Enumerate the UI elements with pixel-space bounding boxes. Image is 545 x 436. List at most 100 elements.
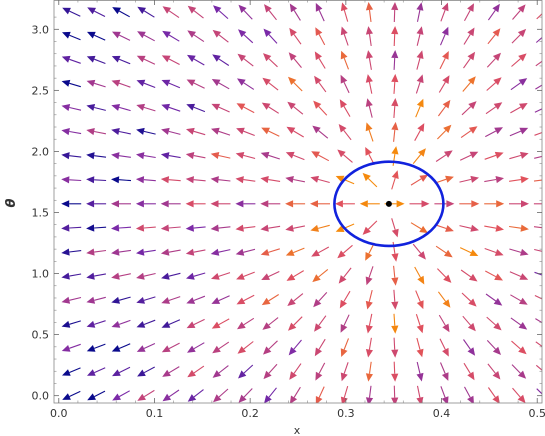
- vector-arrow: [111, 55, 131, 65]
- vector-arrow: [111, 319, 131, 328]
- vector-arrow: [213, 5, 229, 20]
- vector-arrow: [533, 203, 542, 205]
- vector-arrow: [213, 388, 229, 403]
- vector-arrow: [211, 103, 230, 113]
- vector-arrow: [61, 104, 82, 111]
- vector-arrow: [365, 313, 373, 334]
- vector-arrow: [486, 52, 501, 68]
- vector-arrow: [187, 5, 204, 19]
- vector-arrow: [136, 319, 156, 328]
- vector-arrow: [391, 218, 399, 238]
- vector-arrow: [210, 152, 231, 159]
- vector-arrow: [136, 248, 156, 256]
- vector-arrow: [416, 385, 424, 403]
- vector-arrow: [211, 318, 230, 329]
- vector-arrow: [260, 151, 280, 160]
- vector-arrow: [415, 314, 424, 334]
- vector-arrow: [261, 102, 279, 114]
- vector-arrow: [365, 122, 374, 142]
- vector-arrow: [339, 99, 351, 117]
- vector-arrow: [185, 224, 206, 232]
- vector-arrow: [87, 31, 106, 41]
- vector-arrow: [288, 76, 303, 92]
- vector-arrow: [86, 343, 106, 352]
- y-tick-label: 0.0: [32, 390, 50, 403]
- vector-arrow: [211, 127, 231, 136]
- vector-arrow: [484, 151, 504, 160]
- vector-arrow: [412, 148, 426, 165]
- vector-arrow: [486, 340, 501, 355]
- overlay: [333, 160, 445, 248]
- vector-arrow: [440, 2, 449, 22]
- vector-arrow: [511, 340, 527, 355]
- vector-arrow: [438, 75, 450, 93]
- vector-arrow: [187, 54, 205, 66]
- vector-arrow: [238, 29, 254, 44]
- vector-arrow: [112, 390, 130, 401]
- vector-arrow: [314, 338, 326, 357]
- vector-arrow: [435, 150, 453, 162]
- vector-arrow: [484, 247, 504, 256]
- vector-arrow: [285, 200, 306, 208]
- vector-arrow: [287, 101, 304, 115]
- vector-arrow: [237, 78, 255, 90]
- vector-arrow: [391, 265, 399, 286]
- vector-arrow: [484, 200, 505, 208]
- vector-arrow: [261, 294, 279, 306]
- vector-arrow: [236, 271, 255, 280]
- vector-arrow: [212, 54, 230, 66]
- vector-arrow: [288, 52, 302, 68]
- vector-arrow: [365, 337, 373, 358]
- x-tick-label: 0.1: [146, 407, 164, 420]
- vector-arrow: [464, 386, 474, 403]
- vector-arrow: [264, 4, 277, 21]
- vector-arrow: [111, 79, 131, 88]
- vector-arrow: [338, 124, 352, 141]
- vector-arrow: [416, 50, 424, 70]
- vector-arrow: [536, 388, 542, 395]
- vector-arrow: [365, 385, 374, 403]
- vector-arrow: [212, 341, 230, 354]
- vector-arrow: [310, 224, 330, 232]
- vector-arrow: [340, 385, 349, 403]
- vector-arrow: [160, 224, 181, 232]
- vector-arrow: [365, 74, 373, 94]
- vector-arrow: [434, 175, 454, 184]
- vector-arrow: [186, 103, 206, 113]
- y-tick-label: 3.0: [32, 23, 50, 36]
- y-tick-label: 2.5: [32, 84, 50, 97]
- vector-arrow: [340, 2, 349, 22]
- vector-arrow: [315, 386, 325, 403]
- vector-arrow: [410, 222, 428, 234]
- vector-arrow: [160, 248, 181, 256]
- vector-arrow: [334, 200, 355, 208]
- vector-arrow: [314, 75, 327, 93]
- vector-arrow: [186, 79, 205, 89]
- highlight-circle: [333, 160, 445, 248]
- vector-arrow: [365, 242, 375, 261]
- vector-arrow: [235, 152, 256, 160]
- vector-arrow: [112, 7, 130, 18]
- vector-arrow: [391, 289, 399, 310]
- vector-arrow: [362, 172, 378, 188]
- vector-arrow: [137, 389, 155, 401]
- vector-arrow: [310, 200, 330, 208]
- vector-arrow: [391, 121, 399, 142]
- vector-arrow: [337, 244, 353, 259]
- vector-arrow: [260, 200, 281, 208]
- vector-arrow: [311, 151, 330, 162]
- vector-arrow: [236, 294, 255, 305]
- vector-arrow: [285, 151, 305, 161]
- vector-arrow: [391, 2, 399, 23]
- vector-arrow: [286, 270, 304, 281]
- vector-arrow: [235, 176, 256, 184]
- x-tick-label: 0.3: [337, 407, 355, 420]
- vector-arrow: [160, 176, 181, 184]
- vector-arrow: [314, 315, 327, 332]
- vector-arrow: [509, 271, 529, 280]
- vector-arrow: [535, 341, 542, 348]
- x-tick-label: 0.0: [50, 407, 68, 420]
- vector-arrow: [415, 98, 424, 118]
- vector-arrow: [314, 51, 326, 69]
- vector-arrow: [509, 151, 529, 160]
